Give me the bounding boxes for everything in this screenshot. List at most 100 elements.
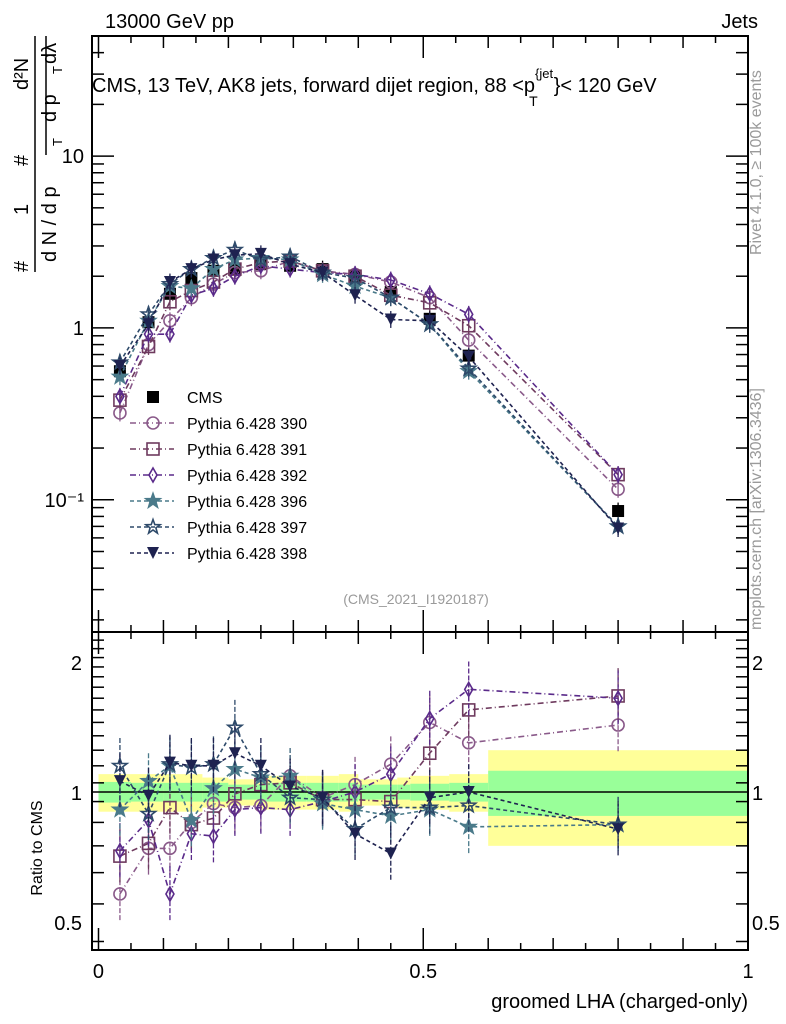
marker-diamond-open xyxy=(229,267,240,285)
mcplots-label: mcplots.cern.ch [arXiv:1306.3436] xyxy=(748,388,765,630)
y-tick-label: 10 xyxy=(62,146,84,168)
marker-diamond-open xyxy=(229,801,240,819)
ylabel-T1: T xyxy=(50,138,65,146)
ratio-ylabel: Ratio to CMS xyxy=(29,800,46,895)
marker-star-filled xyxy=(110,366,130,385)
x-axis-label: groomed LHA (charged-only) xyxy=(491,991,748,1013)
marker-square-open xyxy=(422,746,437,761)
legend-label: Pythia 6.428 392 xyxy=(187,468,307,485)
marker-diamond-open xyxy=(424,709,435,728)
marker-triangle-down-filled xyxy=(423,791,436,804)
legend-label: Pythia 6.428 397 xyxy=(187,520,307,537)
marker-square-filled xyxy=(612,505,625,518)
marker-circle-open xyxy=(163,841,177,856)
header-right: Jets xyxy=(721,11,758,33)
marker-star-open xyxy=(381,287,401,306)
marker-triangle-down-filled xyxy=(462,785,475,798)
series-line xyxy=(119,260,619,490)
marker-diamond-open xyxy=(143,325,154,343)
rivet-label: Rivet 4.1.0, ≥ 100k events xyxy=(748,70,765,255)
y-tick-label-right: 2 xyxy=(752,653,763,675)
marker-diamond-open xyxy=(208,827,219,845)
main-ylabel: # 1 d N / d p T # d²N d p T dλ xyxy=(11,36,65,272)
marker-triangle-down-filled xyxy=(142,318,155,331)
plot-title: CMS, 13 TeV, AK8 jets, forward dijet reg… xyxy=(92,66,657,109)
legend-label: CMS xyxy=(187,390,223,407)
marker-triangle-down-filled xyxy=(349,289,362,302)
marker-triangle-down-filled xyxy=(185,263,198,276)
legend-entry: CMS xyxy=(147,390,223,407)
marker-triangle-down-filled xyxy=(316,266,329,279)
analysis-watermark: (CMS_2021_I1920187) xyxy=(343,591,489,607)
legend-label: Pythia 6.428 390 xyxy=(187,416,307,433)
ylabel-one: 1 xyxy=(11,204,33,215)
marker-diamond-open xyxy=(424,285,435,303)
marker-star-filled xyxy=(143,491,163,510)
legend-entry: Pythia 6.428 391 xyxy=(130,442,307,459)
marker-diamond-open xyxy=(148,466,158,484)
marker-diamond-open xyxy=(186,825,197,843)
marker-star-filled xyxy=(110,799,130,818)
marker-diamond-open xyxy=(165,325,175,343)
marker-diamond-open xyxy=(208,279,219,297)
marker-triangle-down-filled xyxy=(254,759,267,772)
legend-entry: Pythia 6.428 397 xyxy=(130,517,307,537)
legend-label: Pythia 6.428 398 xyxy=(187,546,307,563)
marker-circle-open xyxy=(461,736,476,750)
ylabel-hash1: # xyxy=(11,260,33,272)
ylabel-dpT: d p xyxy=(39,94,61,122)
marker-star-open xyxy=(345,268,365,287)
y-tick-label: 1 xyxy=(73,318,84,340)
marker-diamond-open xyxy=(285,260,296,278)
plot-title-sub: T xyxy=(529,93,538,109)
ratio-series-pythia-6-428-398 xyxy=(113,725,625,882)
series-line xyxy=(119,252,619,530)
marker-triangle-down-filled xyxy=(163,276,176,289)
ratio-panel: 0 0.5 1 0.5 0.5 1 1 2 2 xyxy=(54,631,780,983)
ylabel-dN: d N / d p xyxy=(39,186,61,262)
legend-entry: Pythia 6.428 390 xyxy=(130,416,307,433)
marker-triangle-down-filled xyxy=(113,360,126,373)
marker-diamond-open xyxy=(613,689,624,707)
marker-triangle-down-filled xyxy=(384,313,397,326)
marker-triangle-down-filled xyxy=(384,847,397,860)
marker-diamond-open xyxy=(463,680,474,698)
y-tick-label-left: 2 xyxy=(71,653,82,675)
ratio-series-line xyxy=(119,752,619,855)
plot-title-sup: {jet xyxy=(535,66,553,81)
marker-diamond-open xyxy=(115,842,125,860)
marker-square-open xyxy=(163,294,177,309)
marker-circle-open xyxy=(113,887,127,901)
marker-triangle-down-filled xyxy=(228,249,241,262)
y-tick-label-left: 1 xyxy=(71,783,82,805)
marker-triangle-down-filled xyxy=(147,547,159,559)
marker-triangle-down-filled xyxy=(462,350,475,363)
x-tick-label: 1 xyxy=(742,961,753,983)
y-tick-label-right: 0.5 xyxy=(752,913,780,935)
marker-star-open xyxy=(251,249,271,268)
x-tick-label: 0 xyxy=(93,961,104,983)
marker-triangle-down-filled xyxy=(316,791,329,804)
marker-triangle-down-filled xyxy=(612,522,625,535)
marker-triangle-down-filled xyxy=(254,247,267,260)
main-panel: 10⁻¹ 1 10 CMS Pythia 6.428 390 Pythia 6.428 3… xyxy=(45,35,749,633)
marker-triangle-down-filled xyxy=(207,253,220,266)
marker-square-open xyxy=(163,800,177,815)
series-pythia-6-428-398 xyxy=(113,245,625,538)
plot-title-post: }< 120 GeV xyxy=(554,75,658,97)
marker-star-filled xyxy=(203,259,223,278)
marker-triangle-down-filled xyxy=(612,823,625,836)
marker-diamond-open xyxy=(613,466,624,484)
marker-diamond-open xyxy=(115,387,125,405)
legend-entry: Pythia 6.428 392 xyxy=(130,466,307,485)
marker-star-open xyxy=(139,803,158,822)
main-plot-frame xyxy=(91,35,749,633)
y-tick-label-right: 1 xyxy=(752,783,763,805)
legend-label: Pythia 6.428 396 xyxy=(187,494,307,511)
marker-star-open xyxy=(381,797,401,816)
ylabel-hash2: # xyxy=(11,154,33,166)
y-tick-label: 10⁻¹ xyxy=(45,490,85,512)
series-line xyxy=(119,264,619,476)
ratio-series-line xyxy=(119,695,619,857)
